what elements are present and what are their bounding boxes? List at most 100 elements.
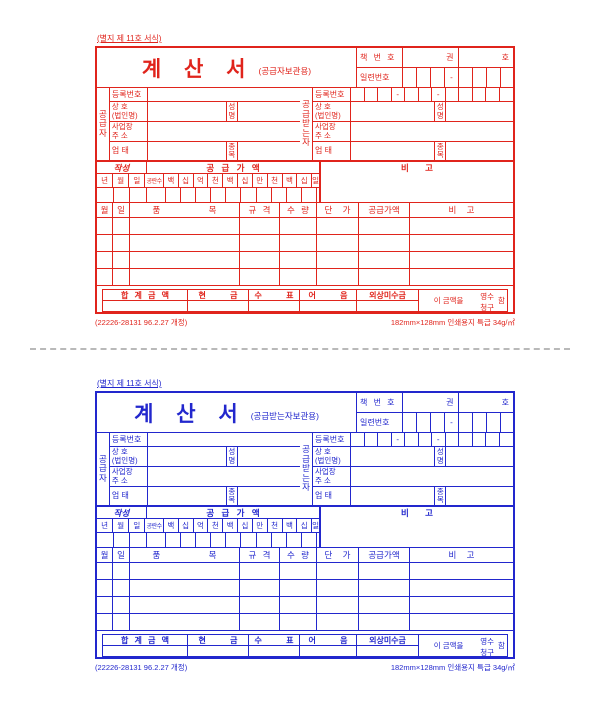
address-label: 사업장 주 소 bbox=[313, 467, 351, 486]
blank-cell bbox=[280, 597, 317, 613]
amount-suffix: 함 bbox=[498, 296, 505, 305]
blank-cell bbox=[226, 533, 242, 547]
blank-cell bbox=[130, 252, 240, 268]
digit-head-cell: 공란수 bbox=[145, 174, 164, 187]
claim-label: 청구 bbox=[480, 303, 494, 312]
digit-head-cell: 만 bbox=[253, 519, 268, 532]
blank-cell bbox=[238, 487, 300, 505]
col-head-unit-price: 단 가 bbox=[317, 203, 359, 217]
receipt-claim-stack: 영수 청구 bbox=[478, 635, 496, 657]
digit-head-cell: 일 bbox=[312, 176, 320, 185]
book-number-row: 책 번 호 권 호 bbox=[357, 393, 513, 413]
col-head-day: 일 bbox=[113, 548, 130, 562]
blank-cell bbox=[240, 269, 280, 285]
blank-cell bbox=[410, 269, 513, 285]
blank-cell bbox=[317, 188, 319, 202]
blank-cell bbox=[359, 614, 410, 630]
dash-cell: - bbox=[445, 413, 459, 432]
recipient-address-row: 사업장 주 소 bbox=[313, 467, 513, 487]
biztype-label: 업 태 bbox=[313, 487, 351, 505]
blank-cell bbox=[317, 563, 359, 579]
blank-cell bbox=[257, 533, 272, 547]
blank-cell bbox=[130, 269, 240, 285]
blank-cell bbox=[287, 188, 303, 202]
digit-head-cell: 백 bbox=[164, 519, 179, 532]
blank-cell bbox=[317, 252, 359, 268]
form-border: 계 산 서 (공급자보관용) 책 번 호 권 호 일련번호 - bbox=[95, 46, 515, 314]
biztype-label: 업 태 bbox=[313, 142, 351, 160]
blank-cell bbox=[351, 447, 434, 466]
form-border: 계 산 서 (공급받는자보관용) 책 번 호 권 호 일련번호 - bbox=[95, 391, 515, 659]
blank-cell bbox=[317, 580, 359, 596]
digit-head-cell: 만 bbox=[253, 174, 268, 187]
blank-cell bbox=[113, 597, 130, 613]
name-label-text: 성명 bbox=[436, 447, 444, 465]
blank-cell bbox=[359, 235, 410, 251]
digit-head-cell: 억 bbox=[194, 174, 209, 187]
col-head-qty: 수 량 bbox=[280, 548, 317, 562]
recipient-party-text: 공급받는자 bbox=[302, 99, 310, 148]
blank-cell bbox=[113, 614, 130, 630]
blank-cell bbox=[147, 188, 166, 202]
blank-cell bbox=[130, 614, 240, 630]
blank-cell bbox=[459, 88, 473, 101]
recipient-regno-row: 등록번호 - - bbox=[313, 88, 513, 102]
blank-cell bbox=[97, 533, 114, 547]
recipient-copy-slot: (별지 제 11호 서식) 계 산 서 (공급받는자보관용) 책 번 호 권 호… bbox=[95, 379, 515, 673]
blank-cell bbox=[473, 413, 487, 432]
blank-cell bbox=[130, 533, 147, 547]
sheet-note: (별지 제 11호 서식) bbox=[97, 379, 162, 388]
digit-head-cell: 십 bbox=[238, 174, 253, 187]
table-row bbox=[97, 614, 513, 631]
promissory-note-label: 어 음 bbox=[300, 290, 356, 301]
blank-cell bbox=[196, 533, 212, 547]
blank-cell bbox=[148, 102, 226, 121]
form-subtitle: (공급자보관용) bbox=[258, 65, 312, 76]
serial-no-label: 일련번호 bbox=[357, 413, 403, 432]
amount-prefix: 이 금액을 bbox=[433, 296, 464, 305]
book-number-box: 책 번 호 권 호 일련번호 - bbox=[357, 48, 513, 87]
itemcat-label: 종목 bbox=[225, 142, 238, 160]
blank-cell bbox=[130, 580, 240, 596]
supplier-copy-slot: (별지 제 11호 서식) 계 산 서 (공급자보관용) 책 번 호 권 호 일… bbox=[95, 34, 515, 328]
blank-cell bbox=[130, 597, 240, 613]
blank-cell bbox=[287, 533, 303, 547]
table-row bbox=[97, 252, 513, 269]
blank-cell bbox=[113, 252, 130, 268]
digit-header-row: 년 월 일 공란수 백 십 억 천 백 십 만 천 백 십 일 bbox=[97, 174, 319, 188]
total-amount-label: 합 계 금 액 bbox=[103, 635, 187, 646]
recipient-regno-row: 등록번호 - - bbox=[313, 433, 513, 447]
table-row bbox=[97, 563, 513, 580]
blank-cell bbox=[487, 413, 501, 432]
digit-header-row: 년 월 일 공란수 백 십 억 천 백 십 만 천 백 십 일 bbox=[97, 519, 319, 533]
supply-value-header: 작성 공 급 가 액 bbox=[97, 162, 319, 174]
supply-value-section: 작성 공 급 가 액 년 월 일 공란수 백 십 억 천 백 십 만 bbox=[97, 160, 513, 203]
receipt-label: 영수 bbox=[480, 292, 494, 301]
blank-cell bbox=[238, 447, 300, 466]
recipient-tradename-row: 상 호 (법인명) 성명 bbox=[313, 102, 513, 122]
invoice-form: (별지 제 11호 서식) 계 산 서 (공급자보관용) 책 번 호 권 호 일… bbox=[95, 34, 515, 328]
form-subtitle: (공급받는자보관용) bbox=[250, 410, 319, 421]
blank-cell bbox=[486, 433, 500, 446]
supplier-biztype-row: 업 태 종목 bbox=[110, 487, 300, 505]
blank-cell bbox=[351, 433, 365, 446]
name-label: 성명 bbox=[225, 102, 238, 121]
digit-head-cell: 십 bbox=[297, 174, 313, 187]
blank-cell bbox=[181, 533, 196, 547]
recipient-party-text: 공급받는자 bbox=[302, 444, 310, 493]
blank-cell bbox=[378, 88, 392, 101]
supplier-biztype-row: 업 태 종목 bbox=[110, 142, 300, 160]
blank-cell bbox=[359, 269, 410, 285]
digit-head-cell: 백 bbox=[223, 174, 239, 187]
blank-cell bbox=[97, 614, 113, 630]
items-header-row: 월 일 품 목 규 격 수 량 단 가 공급가액 비 고 bbox=[97, 203, 513, 218]
blank-cell bbox=[486, 88, 500, 101]
summary-cash-col: 현 금 bbox=[188, 290, 249, 311]
blank-cell bbox=[97, 580, 113, 596]
summary-total-col: 합 계 금 액 bbox=[103, 290, 188, 311]
blank-cell bbox=[501, 413, 513, 432]
blank-cell bbox=[446, 487, 513, 505]
book-no-label: 책 번 호 bbox=[357, 48, 403, 67]
name-label-text: 성명 bbox=[228, 102, 236, 120]
form-header: 계 산 서 (공급받는자보관용) 책 번 호 권 호 일련번호 - bbox=[97, 393, 513, 433]
